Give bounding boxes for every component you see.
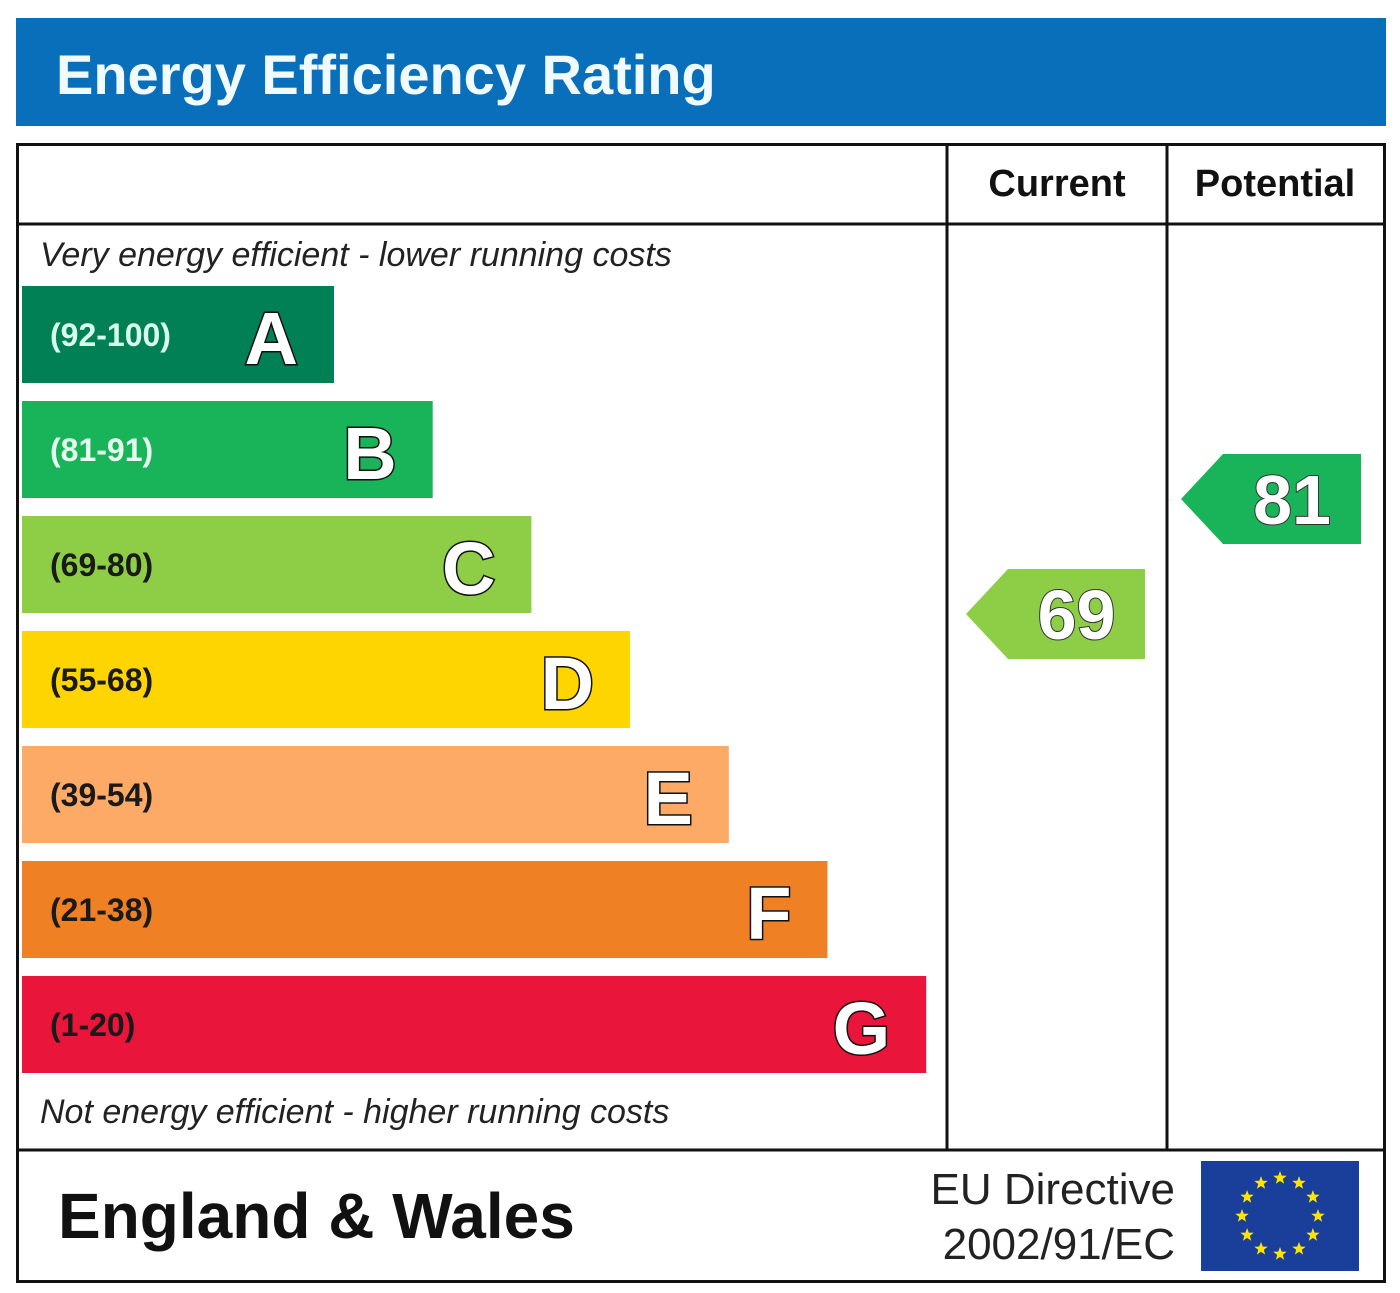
band-letter: D — [541, 642, 594, 725]
flag-star — [1306, 1190, 1320, 1203]
flag-star — [1235, 1209, 1249, 1222]
band-letter: E — [643, 757, 692, 840]
bottom-note: Not energy efficient - higher running co… — [40, 1093, 669, 1131]
band-letter: B — [343, 412, 396, 495]
flag-star — [1311, 1209, 1325, 1222]
band-letter: F — [746, 872, 791, 955]
top-note: Very energy efficient - lower running co… — [40, 236, 672, 274]
flag-star — [1292, 1176, 1306, 1189]
band-range: (81-91) — [50, 432, 153, 468]
flag-star — [1240, 1190, 1254, 1203]
flag-star — [1292, 1241, 1306, 1255]
band-g: (1-20) G — [22, 976, 927, 1073]
footer-region: England & Wales — [58, 1180, 575, 1252]
band-b: (81-91) B — [22, 401, 433, 498]
title-bar — [16, 18, 1386, 126]
band-letter: G — [833, 987, 891, 1070]
band-bar — [22, 861, 828, 958]
band-letter: A — [245, 297, 298, 380]
current-rating-arrow: 69 — [966, 568, 1145, 659]
potential-rating-value: 81 — [1253, 461, 1331, 539]
current-arrow-shape — [966, 568, 1145, 659]
band-bar — [22, 286, 334, 383]
band-d: (55-68) D — [22, 631, 631, 728]
potential-rating-arrow: 81 — [1181, 454, 1361, 544]
rating-arrows: 69 81 — [966, 454, 1361, 659]
band-bar — [22, 631, 631, 728]
eu-flag-icon — [1201, 1161, 1359, 1271]
flag-star — [1306, 1228, 1320, 1241]
band-bar — [22, 746, 729, 843]
flag-star — [1273, 1247, 1287, 1260]
current-rating-value: 69 — [1038, 576, 1116, 654]
column-header-current: Current — [988, 163, 1126, 205]
column-header-potential: Potential — [1195, 163, 1355, 205]
chart-title: Energy Efficiency Rating — [56, 43, 716, 106]
band-range: (55-68) — [50, 662, 153, 698]
rating-bands: (92-100) A (81-91) B (69-80) C (55-68) D (39-54)… — [22, 286, 927, 1073]
band-range: (69-80) — [50, 547, 153, 583]
band-f: (21-38) F — [22, 861, 828, 958]
chart-frame — [16, 143, 1386, 1283]
band-c: (69-80) C — [22, 516, 532, 613]
flag-star — [1273, 1171, 1287, 1184]
potential-arrow-shape — [1181, 454, 1361, 544]
band-bar — [22, 516, 532, 613]
band-range: (1-20) — [50, 1007, 135, 1043]
band-range: (39-54) — [50, 777, 153, 813]
footer-directive-line2: 2002/91/EC — [943, 1220, 1175, 1269]
band-range: (92-100) — [50, 317, 171, 353]
band-bar — [22, 401, 433, 498]
flag-star — [1240, 1228, 1254, 1241]
band-a: (92-100) A — [22, 286, 334, 383]
footer-directive-line1: EU Directive — [931, 1165, 1176, 1214]
band-range: (21-38) — [50, 892, 153, 928]
band-bar — [22, 976, 927, 1073]
flag-star — [1254, 1241, 1268, 1255]
flag-star — [1254, 1176, 1268, 1189]
band-letter: C — [442, 527, 495, 610]
band-e: (39-54) E — [22, 746, 729, 843]
